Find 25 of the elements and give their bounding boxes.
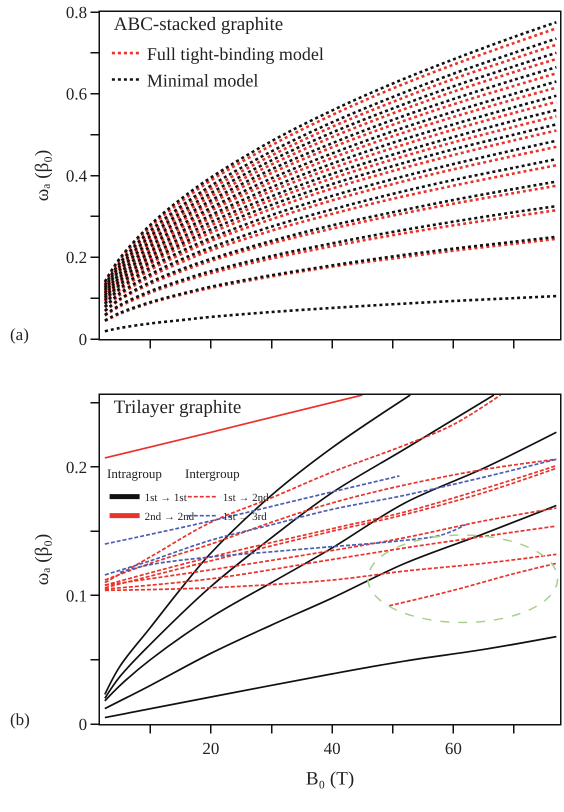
legend-label: Minimal model — [146, 70, 258, 91]
chart-title: ABC-stacked graphite — [114, 14, 284, 36]
y-tick-label: 0.2 — [66, 458, 88, 477]
text: (b) — [10, 710, 30, 729]
legend-label: 1st → 2nd — [222, 492, 270, 504]
y-tick-label: 0.2 — [66, 248, 88, 268]
legend-label: 1st → 1st — [144, 492, 187, 504]
annotation: Intragroup — [107, 466, 162, 481]
legend-label: 2nd → 2nd — [144, 510, 195, 523]
y-tick-label: 0.4 — [66, 166, 88, 186]
x-axis-title: B₀ (T) — [306, 768, 354, 790]
legend-label: Full tight-binding model — [146, 44, 324, 64]
x-tick-label: 20 — [202, 738, 220, 758]
annotation: Intergroup — [185, 466, 240, 481]
y-axis-title: ωₐ (β₀) — [32, 534, 53, 586]
y-tick-label: 0.6 — [66, 84, 88, 104]
y-tick-label: 0 — [78, 330, 88, 349]
y-tick-label: 0.1 — [66, 586, 88, 606]
y-axis-title: ωₐ (β₀) — [32, 150, 53, 202]
x-tick-label: 60 — [444, 738, 462, 758]
chart-title: Trilayer graphite — [114, 397, 242, 418]
y-tick-label: 0.8 — [66, 2, 88, 22]
x-tick-label: 40 — [324, 738, 341, 758]
y-tick-label: 0 — [78, 714, 88, 734]
text: (a) — [10, 325, 29, 344]
